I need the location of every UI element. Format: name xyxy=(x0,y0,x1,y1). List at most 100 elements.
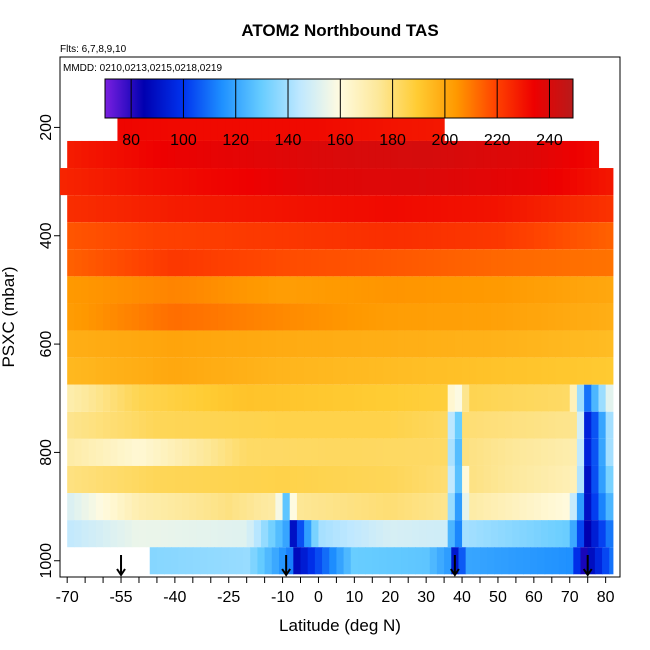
heat-cell xyxy=(340,168,348,196)
heat-cell xyxy=(490,411,499,439)
heat-cell xyxy=(138,330,147,358)
heat-cell xyxy=(365,547,373,575)
heat-cell xyxy=(160,113,169,141)
heat-cell xyxy=(418,330,427,358)
heat-cell xyxy=(332,303,341,331)
heat-cell xyxy=(569,438,578,466)
heat-cell xyxy=(584,222,592,250)
heat-cell xyxy=(476,249,485,277)
heat-cell xyxy=(383,520,391,548)
heat-cell xyxy=(476,520,485,548)
heat-cell xyxy=(404,330,413,358)
heat-cell xyxy=(189,357,198,385)
heat-cell xyxy=(483,357,492,385)
heat-cell xyxy=(418,113,427,141)
heat-cell xyxy=(447,411,456,439)
heat-cell xyxy=(95,195,104,223)
heat-cell xyxy=(117,357,126,385)
heat-cell xyxy=(153,520,162,548)
heat-cell xyxy=(131,465,140,494)
heat-cell xyxy=(203,493,212,521)
heat-cell xyxy=(239,357,248,385)
heat-cell xyxy=(555,438,564,466)
heat-cell xyxy=(217,276,226,304)
heat-cell xyxy=(555,493,564,521)
heat-cell xyxy=(375,168,384,196)
heat-cell xyxy=(131,195,140,223)
heat-cell xyxy=(253,520,262,548)
heat-cell xyxy=(182,195,190,223)
heat-cell xyxy=(74,330,83,358)
heat-cell xyxy=(375,520,384,548)
heat-cell xyxy=(210,493,219,521)
heat-cell xyxy=(67,520,75,548)
heat-cell xyxy=(182,222,190,250)
heat-cell xyxy=(304,465,312,494)
heat-cell xyxy=(533,357,542,385)
heat-cell xyxy=(282,168,291,196)
heat-cell xyxy=(332,276,341,304)
heat-cell xyxy=(375,222,384,250)
heat-cell xyxy=(250,547,259,575)
flight-marker-arrow xyxy=(116,555,126,577)
heat-cell xyxy=(548,357,556,385)
heat-cell xyxy=(261,465,269,494)
heat-cell xyxy=(383,438,391,466)
heat-cell xyxy=(196,113,205,141)
heat-cell xyxy=(505,195,513,223)
heat-cell xyxy=(584,168,592,196)
heat-cell xyxy=(544,547,553,575)
heat-cell xyxy=(117,168,126,196)
heat-cell xyxy=(512,465,521,494)
heat-cell xyxy=(182,520,190,548)
heat-cell xyxy=(483,465,492,494)
heat-cell xyxy=(282,384,291,412)
heat-cell xyxy=(447,303,456,331)
heat-cell xyxy=(368,249,377,277)
heat-cell xyxy=(81,303,90,331)
heat-cell xyxy=(182,168,190,196)
heat-cell xyxy=(361,195,370,223)
heat-cell xyxy=(472,547,481,575)
heat-cell xyxy=(286,547,294,575)
heat-cell xyxy=(555,276,564,304)
heat-cell xyxy=(433,411,442,439)
heat-cell xyxy=(354,384,363,412)
heat-cell xyxy=(246,438,255,466)
heat-cell xyxy=(253,276,262,304)
heat-cell xyxy=(311,330,320,358)
heat-cell xyxy=(436,547,445,575)
heat-cell xyxy=(462,168,470,196)
heat-cell xyxy=(347,140,355,169)
heat-cell xyxy=(296,249,305,277)
heat-cell xyxy=(289,357,298,385)
heat-cell xyxy=(404,168,413,196)
heat-cell xyxy=(95,411,104,439)
heat-cell xyxy=(576,384,585,412)
heat-cell xyxy=(591,357,600,385)
heat-cell xyxy=(505,520,513,548)
heat-cell xyxy=(289,140,298,169)
heat-cell xyxy=(289,195,298,223)
heat-cell xyxy=(160,357,169,385)
heat-cell xyxy=(411,303,420,331)
heat-cell xyxy=(124,357,133,385)
heat-cell xyxy=(332,384,341,412)
heat-cell xyxy=(160,384,169,412)
colorbar-gradient xyxy=(104,78,574,119)
heat-cell xyxy=(153,113,162,141)
heat-cell xyxy=(332,411,341,439)
heat-cell xyxy=(490,438,499,466)
heat-cell xyxy=(332,493,341,521)
heat-cell xyxy=(167,330,176,358)
heat-cell xyxy=(426,357,434,385)
heat-cell xyxy=(462,140,470,169)
heat-cell xyxy=(469,249,478,277)
heat-cell xyxy=(454,303,463,331)
heat-cell xyxy=(167,168,176,196)
heat-cell xyxy=(440,303,449,331)
heat-cell xyxy=(354,438,363,466)
heat-cell xyxy=(196,411,205,439)
heat-cell xyxy=(268,411,276,439)
heat-cell xyxy=(95,438,104,466)
